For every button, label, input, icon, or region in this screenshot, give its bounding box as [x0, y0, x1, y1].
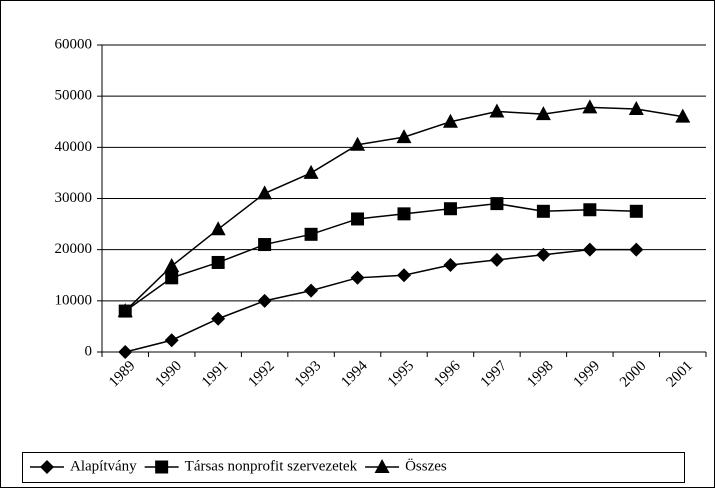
marker-diamond	[443, 258, 458, 273]
series-line	[124, 202, 637, 312]
marker-diamond	[350, 270, 365, 285]
y-tick-label: 60000	[55, 36, 93, 52]
y-tick-label: 50000	[55, 88, 93, 104]
marker-diamond	[582, 242, 597, 257]
marker-square	[629, 204, 643, 218]
legend-label: Társas nonprofit szervezetek	[185, 458, 358, 474]
marker-square	[351, 212, 365, 226]
marker-square	[397, 207, 411, 221]
marker-triangle	[442, 113, 458, 128]
marker-square	[443, 202, 457, 216]
y-tick-label: 30000	[55, 190, 93, 206]
marker-diamond	[397, 268, 411, 283]
marker-diamond	[536, 247, 551, 262]
marker-triangle	[535, 106, 551, 121]
marker-square	[583, 203, 597, 217]
marker-square	[490, 197, 504, 211]
legend-label: Összes	[405, 457, 447, 474]
marker-triangle	[489, 103, 505, 118]
marker-diamond	[489, 252, 504, 267]
marker-triangle	[374, 459, 390, 473]
marker-diamond	[629, 242, 644, 257]
marker-square	[258, 238, 272, 252]
y-tick-label: 10000	[55, 292, 93, 308]
marker-square	[211, 255, 225, 269]
y-tick-label: 20000	[55, 241, 93, 257]
marker-triangle	[303, 164, 319, 179]
marker-square	[304, 227, 318, 241]
legend-label: Alapítvány	[70, 458, 137, 474]
marker-triangle	[396, 129, 412, 144]
marker-triangle	[164, 258, 180, 273]
marker-triangle	[675, 108, 691, 123]
marker-square	[536, 204, 550, 218]
series-line	[125, 248, 637, 353]
marker-triangle	[582, 99, 598, 114]
y-tick-label: 40000	[55, 139, 93, 155]
marker-triangle	[257, 185, 273, 200]
marker-diamond	[40, 460, 54, 474]
marker-diamond	[257, 293, 272, 308]
marker-diamond	[304, 283, 319, 298]
marker-triangle	[117, 303, 133, 318]
marker-square	[155, 460, 169, 474]
marker-diamond	[164, 333, 179, 348]
marker-diamond	[118, 345, 133, 359]
y-tick-label: 0	[85, 343, 93, 359]
legend-box	[22, 452, 685, 483]
marker-square	[165, 271, 179, 285]
marker-triangle	[210, 221, 226, 236]
marker-diamond	[211, 311, 226, 326]
marker-triangle	[628, 100, 644, 115]
marker-triangle	[350, 136, 366, 151]
